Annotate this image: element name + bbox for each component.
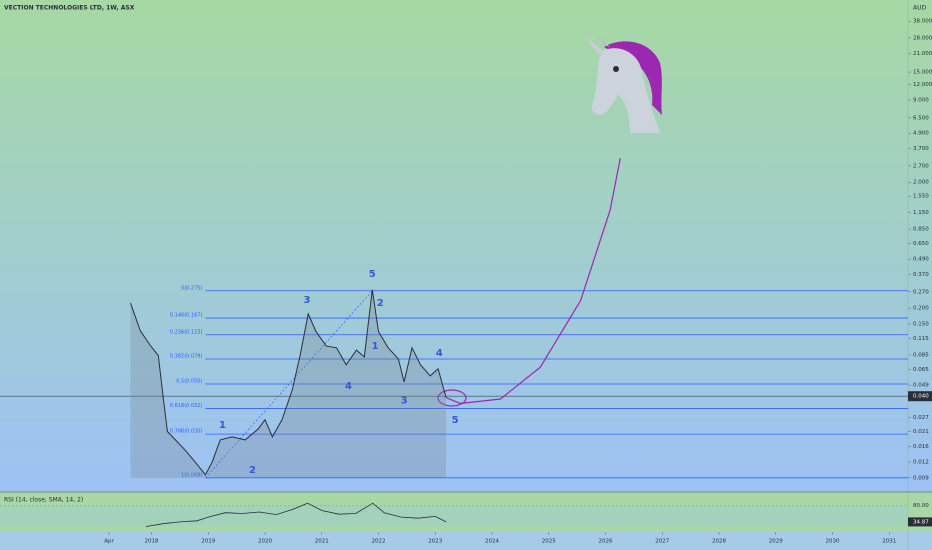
y-unit: AUD bbox=[913, 5, 926, 12]
wave-label: 2 bbox=[377, 298, 384, 309]
chart-title: VECTION TECHNOLOGIES LTD, 1W, ASX bbox=[4, 5, 135, 12]
y-tick-label: 15.000 bbox=[913, 70, 932, 76]
y-tick-label: 0.012 bbox=[913, 460, 929, 466]
y-tick-label: 0.850 bbox=[913, 227, 929, 233]
rsi-tick-label: 80.00 bbox=[913, 503, 929, 509]
highlight-ellipse bbox=[437, 389, 467, 407]
rsi-last-label: 34.87 bbox=[913, 519, 929, 525]
rsi-band bbox=[0, 505, 908, 526]
fib-label: 0(0.275) bbox=[181, 285, 202, 291]
rsi-line bbox=[145, 502, 447, 527]
y-tick-label: 9.000 bbox=[913, 97, 929, 103]
last-price-label: 0.040 bbox=[913, 394, 929, 400]
fib-label: 0.146(0.167) bbox=[170, 313, 203, 319]
y-tick-label: 0.085 bbox=[913, 352, 929, 358]
x-tick-label: 2024 bbox=[485, 539, 499, 545]
y-tick-label: 0.270 bbox=[913, 289, 929, 295]
y-tick-label: 0.021 bbox=[913, 429, 929, 435]
x-tick-label: 2025 bbox=[542, 539, 556, 545]
y-tick-label: 0.049 bbox=[913, 383, 929, 389]
fib-label: 0.786(0.020) bbox=[170, 429, 203, 435]
y-tick-label: 0.490 bbox=[913, 257, 929, 263]
y-tick-label: 28.000 bbox=[913, 35, 932, 41]
fib-label: 0.236(0.123) bbox=[170, 329, 203, 335]
y-tick-label: 0.065 bbox=[913, 367, 929, 373]
y-tick-label: 0.115 bbox=[913, 336, 929, 342]
y-tick-label: 2.000 bbox=[913, 180, 929, 186]
wave-label: 1 bbox=[372, 341, 379, 352]
fib-label: 0.618(0.032) bbox=[170, 403, 203, 409]
y-tick-label: 6.500 bbox=[913, 115, 929, 121]
y-tick-label: 1.550 bbox=[913, 194, 929, 200]
y-tick-label: 0.016 bbox=[913, 444, 929, 450]
last-price-badge bbox=[908, 391, 932, 402]
price-line bbox=[130, 289, 447, 476]
y-tick-label: 3.700 bbox=[913, 146, 929, 152]
x-tick-label: 2026 bbox=[599, 539, 613, 545]
x-tick-label: 2018 bbox=[145, 539, 159, 545]
y-tick-label: 1.150 bbox=[913, 210, 929, 216]
fib-label: 0.382(0.079) bbox=[170, 353, 203, 359]
fib-trendline bbox=[205, 290, 373, 479]
x-tick-label: 2028 bbox=[712, 539, 726, 545]
y-tick-label: 12.000 bbox=[913, 82, 932, 88]
wave-label: 2 bbox=[249, 465, 256, 476]
x-tick-label: 2021 bbox=[315, 539, 329, 545]
x-tick-label: 2022 bbox=[372, 539, 386, 545]
wave-label: 4 bbox=[436, 348, 443, 359]
unicorn-icon bbox=[586, 35, 662, 134]
fib-label: 0.5(0.050) bbox=[176, 379, 202, 385]
y-tick-label: 38.000 bbox=[913, 19, 932, 25]
y-tick-label: 0.027 bbox=[913, 415, 929, 421]
x-tick-label: 2027 bbox=[655, 539, 669, 545]
x-axis-area bbox=[0, 532, 932, 550]
y-tick-label: 0.650 bbox=[913, 241, 929, 247]
wave-label: 3 bbox=[304, 295, 311, 306]
x-tick-label: Apr bbox=[104, 539, 114, 545]
projection-line bbox=[445, 158, 621, 405]
fib-label: 1(0.009) bbox=[181, 472, 202, 478]
rsi-last-badge bbox=[908, 517, 932, 527]
wave-label: 5 bbox=[452, 415, 459, 426]
wave-label: 3 bbox=[401, 395, 408, 406]
x-tick-label: 2029 bbox=[769, 539, 783, 545]
y-tick-label: 21.000 bbox=[913, 51, 932, 57]
y-tick-label: 0.370 bbox=[913, 272, 929, 278]
wave-label: 4 bbox=[345, 381, 352, 392]
wave-label: 1 bbox=[219, 420, 226, 431]
main-pane bbox=[0, 0, 932, 492]
y-tick-label: 0.009 bbox=[913, 475, 929, 481]
y-tick-label: 0.200 bbox=[913, 306, 929, 312]
x-tick-label: 2030 bbox=[826, 539, 840, 545]
y-tick-label: 4.900 bbox=[913, 131, 929, 137]
x-tick-label: 2019 bbox=[201, 539, 215, 545]
rsi-label: RSI (14, close, SMA, 14, 2) bbox=[4, 497, 83, 504]
x-tick-label: 2031 bbox=[882, 539, 896, 545]
x-tick-label: 2020 bbox=[258, 539, 272, 545]
wave-label: 5 bbox=[369, 269, 376, 280]
x-tick-label: 2023 bbox=[428, 539, 442, 545]
y-tick-label: 2.700 bbox=[913, 163, 929, 169]
y-tick-label: 0.150 bbox=[913, 321, 929, 327]
